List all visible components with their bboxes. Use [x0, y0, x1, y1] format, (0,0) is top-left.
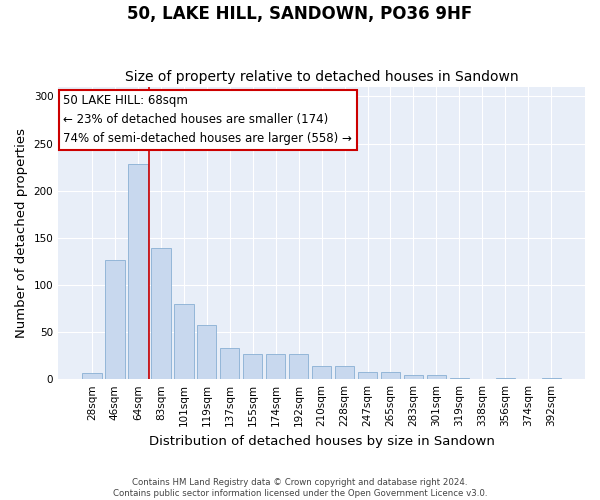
Text: 50 LAKE HILL: 68sqm
← 23% of detached houses are smaller (174)
74% of semi-detac: 50 LAKE HILL: 68sqm ← 23% of detached ho… — [64, 94, 352, 146]
Text: 50, LAKE HILL, SANDOWN, PO36 9HF: 50, LAKE HILL, SANDOWN, PO36 9HF — [127, 5, 473, 23]
X-axis label: Distribution of detached houses by size in Sandown: Distribution of detached houses by size … — [149, 434, 494, 448]
Title: Size of property relative to detached houses in Sandown: Size of property relative to detached ho… — [125, 70, 518, 85]
Bar — [312, 366, 331, 379]
Bar — [358, 372, 377, 379]
Bar — [174, 304, 194, 379]
Bar — [427, 376, 446, 379]
Bar — [381, 372, 400, 379]
Bar — [220, 348, 239, 379]
Bar — [197, 324, 217, 379]
Bar — [266, 354, 286, 379]
Bar — [542, 378, 561, 379]
Bar — [449, 378, 469, 379]
Bar — [105, 260, 125, 379]
Bar — [151, 248, 170, 379]
Bar — [128, 164, 148, 379]
Y-axis label: Number of detached properties: Number of detached properties — [15, 128, 28, 338]
Bar — [243, 354, 262, 379]
Bar — [82, 372, 101, 379]
Bar — [335, 366, 355, 379]
Text: Contains HM Land Registry data © Crown copyright and database right 2024.
Contai: Contains HM Land Registry data © Crown c… — [113, 478, 487, 498]
Bar — [496, 378, 515, 379]
Bar — [404, 376, 423, 379]
Bar — [289, 354, 308, 379]
